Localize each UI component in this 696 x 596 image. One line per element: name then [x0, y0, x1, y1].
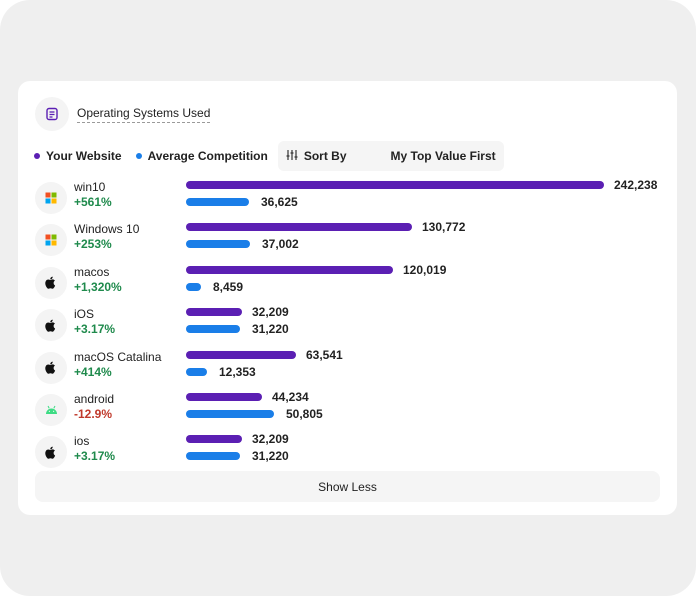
- os-change: +253%: [74, 237, 112, 252]
- os-change: +3.17%: [74, 449, 116, 464]
- bar-your-website: [186, 435, 242, 444]
- os-name: macos: [74, 264, 110, 279]
- os-change: +414%: [74, 364, 112, 379]
- apple-icon: [35, 351, 67, 384]
- document-icon: [35, 97, 69, 131]
- value-average-competition: 37,002: [262, 237, 299, 252]
- bar-average-competition: [186, 452, 240, 461]
- apple-icon: [35, 266, 67, 299]
- value-your-website: 44,234: [272, 390, 309, 404]
- value-average-competition: 31,220: [252, 449, 289, 464]
- value-average-competition: 36,625: [261, 195, 298, 209]
- legend-item-your-website: Your Website: [34, 149, 122, 163]
- bar-average-competition: [186, 282, 201, 291]
- sort-value: My Top Value First: [390, 149, 496, 163]
- os-row: macOS Catalina +414% 63,541 12,353: [35, 347, 665, 389]
- os-change: -12.9%: [74, 407, 113, 421]
- apple-icon: [35, 309, 67, 342]
- value-your-website: 32,209: [252, 305, 289, 320]
- show-less-button[interactable]: Show Less: [35, 471, 660, 502]
- value-your-website: 242,238: [614, 178, 658, 192]
- windows-icon: [35, 224, 67, 257]
- value-your-website: 130,772: [422, 220, 466, 235]
- bar-average-competition: [186, 240, 250, 249]
- os-row: win10 +561% 242,238 36,625: [35, 178, 665, 219]
- value-average-competition: 8,459: [213, 279, 244, 294]
- legend-dot: [135, 153, 142, 159]
- legend-label: Average Competition: [147, 149, 268, 163]
- sort-dropdown[interactable]: Sort By My Top Value First: [277, 141, 504, 171]
- value-your-website: 32,209: [252, 432, 289, 447]
- operating-systems-card: Operating Systems Used Your Website Aver…: [18, 81, 677, 515]
- os-name: ios: [74, 434, 90, 449]
- os-name: android: [74, 392, 115, 406]
- bar-your-website: [186, 393, 262, 401]
- legend-item-average-competition: Average Competition: [135, 149, 268, 163]
- bar-your-website: [186, 223, 412, 232]
- bar-average-competition: [186, 325, 240, 334]
- card-header: Operating Systems Used: [35, 97, 211, 131]
- os-row: Windows 10 +253% 130,772 37,002: [35, 220, 665, 261]
- value-average-competition: 31,220: [252, 322, 289, 337]
- legend-dot: [34, 153, 40, 159]
- bar-average-competition: [186, 410, 274, 418]
- sliders-icon: [286, 149, 298, 164]
- os-row: android -12.9% 44,234 50,805: [35, 390, 665, 431]
- value-your-website: 120,019: [403, 262, 447, 277]
- os-row: iOS +3.17% 32,209 31,220: [35, 305, 665, 346]
- os-change: +3.17%: [74, 322, 116, 337]
- os-change: +561%: [74, 195, 112, 209]
- bar-your-website: [186, 265, 393, 274]
- apple-icon: [35, 436, 67, 469]
- os-name: macOS Catalina: [74, 349, 162, 364]
- bar-average-competition: [186, 198, 249, 206]
- os-name: iOS: [74, 307, 95, 322]
- legend-label: Your Website: [46, 149, 122, 163]
- card-title[interactable]: Operating Systems Used: [77, 106, 211, 123]
- bar-your-website: [186, 181, 604, 189]
- sort-label: Sort By: [303, 149, 347, 163]
- legend-bar: Your Website Average Competition: [34, 141, 504, 171]
- value-your-website: 63,541: [306, 347, 343, 362]
- os-name: win10: [74, 180, 106, 194]
- value-average-competition: 12,353: [219, 364, 256, 379]
- bar-your-website: [186, 350, 296, 359]
- windows-icon: [35, 182, 67, 214]
- os-name: Windows 10: [74, 222, 140, 237]
- android-icon: [35, 394, 67, 426]
- bar-average-competition: [186, 367, 207, 376]
- os-change: +1,320%: [74, 279, 122, 294]
- os-row: macos +1,320% 120,019 8,459: [35, 262, 665, 304]
- os-row: ios +3.17% 32,209 31,220: [35, 432, 665, 473]
- bar-your-website: [186, 308, 242, 317]
- value-average-competition: 50,805: [286, 407, 323, 421]
